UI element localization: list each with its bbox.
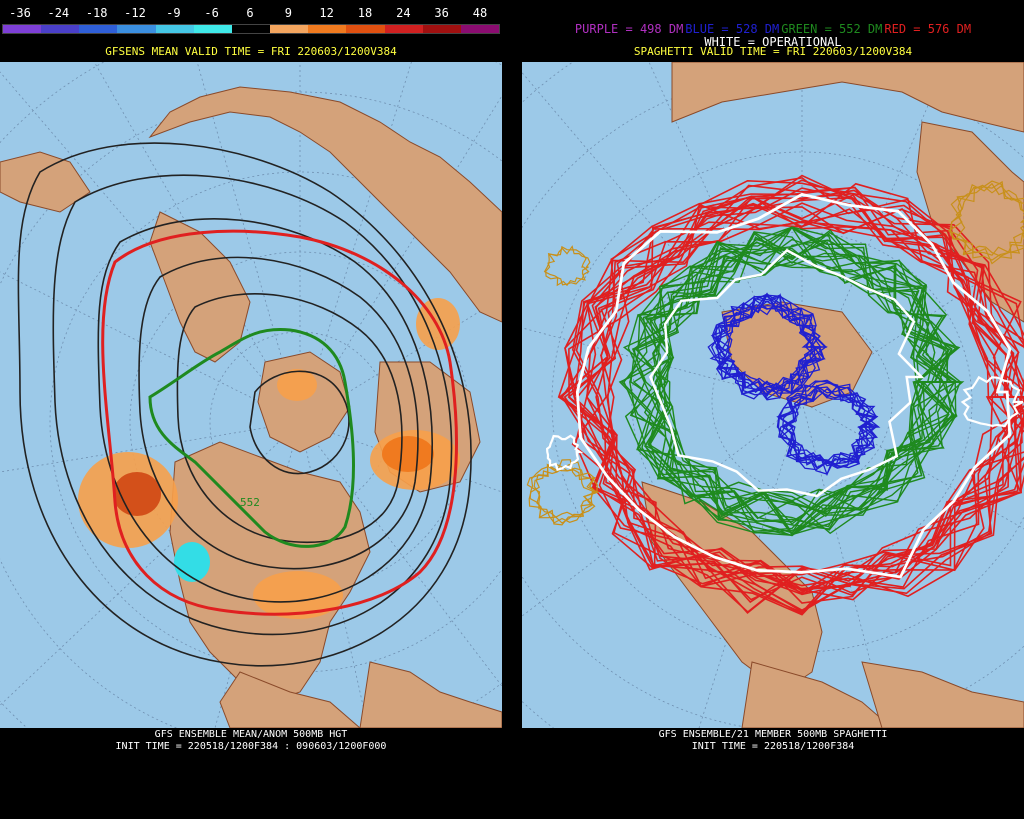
spaghetti-line	[960, 375, 1024, 428]
scale-swatch	[193, 25, 232, 33]
spaghetti-line	[624, 233, 946, 534]
spaghetti-line	[574, 174, 1024, 614]
spaghetti-line	[586, 220, 1024, 604]
spaghetti-line	[949, 180, 1024, 257]
spaghetti-line	[623, 227, 954, 535]
legend-entry: BLUE = 528 DM	[685, 22, 780, 36]
spaghetti-line	[557, 184, 1024, 596]
scale-swatch	[270, 25, 309, 33]
spaghetti-line	[631, 226, 951, 537]
spaghetti-line	[779, 380, 879, 475]
spaghetti-line	[545, 245, 590, 286]
right-map-panel: PURPLE = 498 DM BLUE = 528 DM GREEN = 552 …	[522, 0, 1024, 819]
left-valid-time: GFSENS MEAN VALID TIME = FRI 220603/1200…	[105, 45, 397, 58]
spaghetti-line	[529, 461, 596, 519]
spaghetti-line	[545, 434, 584, 472]
right-footer-init-time: INIT TIME = 220518/1200F384	[691, 741, 855, 752]
right-spaghetti-map	[522, 62, 1024, 728]
right-map-svg	[522, 62, 1024, 728]
scale-label: 36	[434, 6, 449, 20]
scale-label: 18	[357, 6, 373, 20]
spaghetti-line	[576, 192, 1024, 616]
spaghetti-line	[543, 245, 591, 287]
scale-swatch	[460, 25, 500, 33]
scale-label: 6	[246, 6, 254, 20]
scale-swatch	[384, 25, 423, 33]
spaghetti-line	[558, 203, 1024, 594]
spaghetti-line	[710, 294, 825, 395]
spaghetti-contours	[526, 174, 1024, 616]
operational-legend: WHITE = OPERATIONAL	[704, 35, 842, 49]
spaghetti-line	[575, 192, 1012, 579]
scale-swatch	[308, 25, 347, 33]
red-576-contour	[101, 229, 458, 616]
anomaly-color-scale	[2, 24, 500, 34]
legend-entry: GREEN = 552 DM	[781, 22, 883, 36]
scale-swatch	[117, 25, 156, 33]
spaghetti-line	[648, 248, 925, 498]
scale-label: -24	[47, 6, 70, 20]
spaghetti-line	[716, 303, 827, 400]
spaghetti-line	[715, 292, 818, 394]
spaghetti-line	[573, 195, 1024, 594]
scale-label: -18	[85, 6, 108, 20]
spaghetti-line	[630, 231, 962, 530]
right-valid-time: SPAGHETTI VALID TIME = FRI 220603/1200V3…	[633, 45, 913, 58]
spaghetti-line	[564, 179, 1020, 591]
legend-entry: RED = 576 DM	[884, 22, 972, 36]
scale-label: -6	[204, 6, 219, 20]
spaghetti-line	[622, 242, 965, 510]
left-footer-init-time: INIT TIME = 220518/1200F384 : 090603/120…	[115, 741, 387, 752]
spaghetti-line	[782, 383, 870, 468]
spaghetti-line	[567, 196, 1024, 604]
green-552-contour	[148, 327, 355, 548]
scale-label: -9	[166, 6, 181, 20]
spaghetti-legend: PURPLE = 498 DM BLUE = 528 DM GREEN = 552 …	[522, 22, 1024, 36]
spaghetti-line	[707, 298, 828, 400]
scale-label: 12	[319, 6, 334, 20]
spaghetti-line	[533, 459, 599, 524]
spaghetti-line	[637, 229, 950, 515]
contour-label-552: 552	[240, 496, 260, 509]
scale-swatch	[3, 25, 42, 33]
scale-swatch	[79, 25, 118, 33]
scale-swatch	[231, 25, 271, 33]
left-footer-title: GFS ENSEMBLE MEAN/ANOM 500MB HGT	[154, 729, 348, 740]
left-ensemble-mean-map: 552	[0, 62, 502, 728]
scale-label: 24	[396, 6, 411, 20]
spaghetti-line	[607, 196, 1024, 590]
legend-entry: PURPLE = 498 DM	[574, 22, 684, 36]
scale-label: 9	[284, 6, 292, 20]
left-map-panel: -36 -24 -18 -12 -9 -6 6 9 12 18 24 36 48 GFSENS MEAN…	[0, 0, 502, 819]
spaghetti-line	[716, 293, 828, 394]
anomaly-scale-labels: -36 -24 -18 -12 -9 -6 6 9 12 18 24 36 48	[0, 6, 502, 20]
spaghetti-line	[564, 202, 1024, 616]
scale-label: -12	[124, 6, 146, 20]
left-map-svg: 552	[0, 62, 502, 728]
spaghetti-line	[950, 184, 1024, 265]
scale-swatch	[422, 25, 461, 33]
scale-label: 48	[472, 6, 488, 20]
right-footer-title: GFS ENSEMBLE/21 MEMBER 500MB SPAGHETTI	[658, 729, 888, 740]
scale-label: -36	[9, 6, 31, 20]
scale-swatch	[155, 25, 194, 33]
scale-swatch	[41, 25, 80, 33]
panel-divider	[502, 0, 522, 819]
scale-swatch	[346, 25, 385, 33]
